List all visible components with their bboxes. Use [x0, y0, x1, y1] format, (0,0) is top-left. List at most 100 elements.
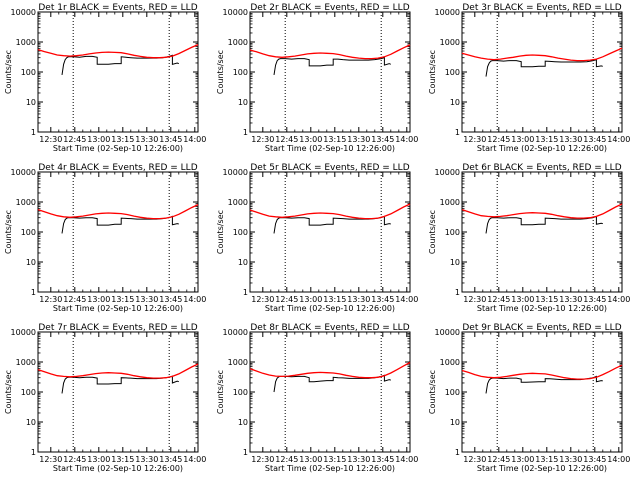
y-tick-label: 1 — [455, 128, 460, 137]
y-tick-label: 1000 — [228, 358, 248, 367]
y-axis-label: Counts/sec — [216, 50, 225, 94]
x-tick-label: 12:45 — [487, 135, 510, 144]
y-tick-label: 1 — [31, 448, 36, 457]
x-tick-label: 13:30 — [135, 295, 158, 304]
x-tick-label: 13:30 — [559, 135, 582, 144]
x-tick-label: 13:00 — [299, 455, 322, 464]
series-events-line — [61, 375, 179, 394]
y-tick-label: 10 — [238, 258, 248, 267]
series-lld-line — [37, 204, 199, 220]
x-tick-label: 12:45 — [487, 455, 510, 464]
y-tick-label: 1 — [455, 288, 460, 297]
y-tick-label: 10 — [238, 418, 248, 427]
x-tick-label: 12:45 — [275, 135, 298, 144]
panel-title: Det 9r BLACK = Events, RED = LLD — [462, 323, 621, 333]
x-tick-label: 14:00 — [607, 135, 630, 144]
y-tick-label: 1000 — [440, 38, 460, 47]
y-tick-label: 10000 — [435, 8, 460, 17]
x-tick-label: 12:30 — [39, 135, 62, 144]
panel-title: Det 1r BLACK = Events, RED = LLD — [38, 3, 197, 13]
x-tick-label: 12:30 — [39, 455, 62, 464]
series-lld-line — [461, 47, 623, 62]
x-tick-label: 12:30 — [463, 295, 486, 304]
x-tick-label: 12:30 — [251, 295, 274, 304]
y-tick-label: 10 — [450, 98, 460, 107]
panel-title: Det 3r BLACK = Events, RED = LLD — [462, 3, 621, 13]
y-tick-label: 100 — [21, 228, 36, 237]
series-lld-line — [37, 44, 199, 59]
x-axis-label: Start Time (02-Sep-10 12:26:00) — [265, 464, 395, 473]
detector-panel-6: Det 6r BLACK = Events, RED = LLD 1 10 100 10… — [428, 163, 630, 313]
y-axis-label: Counts/sec — [216, 370, 225, 414]
y-tick-label: 10000 — [435, 328, 460, 337]
y-axis-label: Counts/sec — [428, 210, 437, 254]
x-axis-label: Start Time (02-Sep-10 12:26:00) — [477, 464, 607, 473]
x-tick-label: 13:00 — [87, 455, 110, 464]
y-tick-label: 10000 — [223, 168, 248, 177]
x-tick-label: 13:00 — [511, 135, 534, 144]
x-tick-label: 13:15 — [111, 135, 134, 144]
y-tick-label: 100 — [233, 388, 248, 397]
y-tick-label: 1000 — [228, 198, 248, 207]
x-tick-label: 13:45 — [159, 135, 182, 144]
y-tick-label: 100 — [233, 228, 248, 237]
x-tick-label: 12:30 — [463, 135, 486, 144]
y-tick-label: 1000 — [228, 38, 248, 47]
plot-frame — [461, 11, 623, 133]
x-tick-label: 13:45 — [583, 135, 606, 144]
series-events-line — [273, 57, 392, 75]
y-tick-label: 10000 — [435, 168, 460, 177]
panel-title: Det 6r BLACK = Events, RED = LLD — [462, 163, 621, 173]
x-tick-label: 12:45 — [63, 135, 86, 144]
x-tick-label: 13:15 — [323, 295, 346, 304]
series-lld-line — [37, 363, 199, 379]
x-axis-label: Start Time (02-Sep-10 12:26:00) — [53, 464, 183, 473]
y-tick-label: 10 — [450, 418, 460, 427]
x-tick-label: 13:15 — [111, 455, 134, 464]
x-tick-label: 13:45 — [159, 455, 182, 464]
y-tick-label: 100 — [21, 388, 36, 397]
x-tick-label: 13:45 — [583, 455, 606, 464]
y-tick-label: 10000 — [11, 8, 36, 17]
detector-panel-7: Det 7r BLACK = Events, RED = LLD 1 10 100 10… — [4, 323, 206, 473]
y-tick-label: 1 — [243, 288, 248, 297]
x-tick-label: 13:15 — [323, 135, 346, 144]
y-axis-label: Counts/sec — [4, 50, 13, 94]
x-tick-label: 13:45 — [371, 295, 394, 304]
y-tick-label: 10000 — [11, 168, 36, 177]
y-tick-label: 1000 — [440, 198, 460, 207]
y-tick-label: 10000 — [11, 328, 36, 337]
x-tick-label: 13:00 — [299, 295, 322, 304]
x-tick-label: 13:45 — [159, 295, 182, 304]
series-lld-line — [461, 364, 623, 380]
x-tick-label: 13:30 — [559, 455, 582, 464]
series-events-line — [485, 215, 603, 234]
x-axis-label: Start Time (02-Sep-10 12:26:00) — [53, 304, 183, 313]
y-axis-label: Counts/sec — [4, 370, 13, 414]
panel-title: Det 8r BLACK = Events, RED = LLD — [250, 323, 409, 333]
x-tick-label: 13:30 — [135, 455, 158, 464]
y-tick-label: 10 — [238, 98, 248, 107]
x-tick-label: 13:30 — [347, 455, 370, 464]
x-tick-label: 12:30 — [463, 455, 486, 464]
y-axis-label: Counts/sec — [4, 210, 13, 254]
x-tick-label: 14:00 — [395, 135, 418, 144]
x-tick-label: 13:45 — [371, 135, 394, 144]
x-tick-label: 13:45 — [371, 455, 394, 464]
y-tick-label: 100 — [233, 68, 248, 77]
x-tick-label: 13:30 — [559, 295, 582, 304]
x-axis-label: Start Time (02-Sep-10 12:26:00) — [265, 304, 395, 313]
x-tick-label: 14:00 — [607, 295, 630, 304]
detector-panel-8: Det 8r BLACK = Events, RED = LLD 1 10 100 10… — [216, 323, 418, 473]
x-axis-label: Start Time (02-Sep-10 12:26:00) — [265, 144, 395, 153]
x-tick-label: 13:15 — [535, 455, 558, 464]
x-tick-label: 13:00 — [87, 135, 110, 144]
panel-title: Det 5r BLACK = Events, RED = LLD — [250, 163, 409, 173]
y-tick-label: 10 — [26, 258, 36, 267]
x-tick-label: 13:15 — [535, 135, 558, 144]
detector-panel-5: Det 5r BLACK = Events, RED = LLD 1 10 100 10… — [216, 163, 418, 313]
series-lld-line — [249, 203, 411, 220]
x-tick-label: 12:45 — [275, 295, 298, 304]
x-axis-label: Start Time (02-Sep-10 12:26:00) — [53, 144, 183, 153]
